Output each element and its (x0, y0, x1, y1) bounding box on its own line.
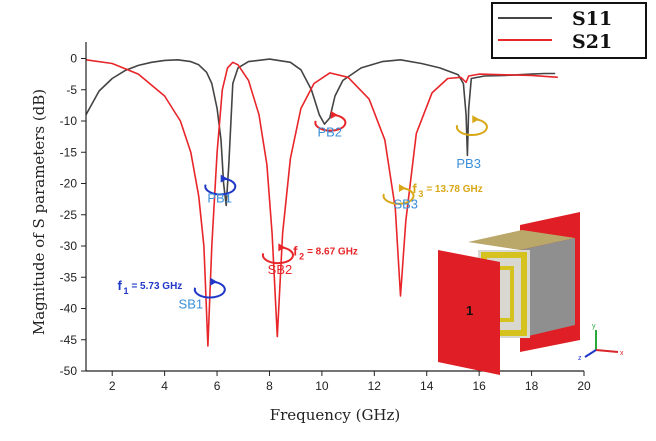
legend-label-s11: S11 (572, 8, 612, 30)
band-label-sb3: SB3 (393, 197, 418, 212)
loop-arrow-icon (314, 110, 347, 132)
y-tick-label: -45 (60, 333, 78, 347)
legend-box (491, 2, 647, 59)
series-layer (85, 58, 558, 347)
x-tick-label: 6 (214, 379, 221, 393)
x-tick-label: 16 (472, 379, 486, 393)
x-tick-label: 10 (315, 379, 329, 393)
band-label-sb1: SB1 (179, 297, 204, 312)
x-tick-label: 8 (266, 379, 273, 393)
y-tick-label: -35 (60, 270, 78, 284)
x-tick-label: 4 (161, 379, 168, 393)
svg-text:f: f (117, 278, 122, 293)
band-label-pb1: PB1 (207, 190, 232, 205)
axis-z-letter: z (578, 355, 582, 362)
frequency-label-f1: f 1 = 5.73 GHz (117, 278, 182, 296)
series-line-s21 (85, 59, 558, 347)
legend: S11 S21 (491, 2, 647, 59)
y-tick-label: -20 (60, 177, 78, 191)
y-tick-label: -50 (60, 364, 78, 378)
svg-text:2: 2 (299, 251, 304, 261)
coordinate-triad-icon: y x z (578, 323, 624, 362)
loop-arrow-icon (455, 115, 488, 137)
x-tick-label: 2 (109, 379, 116, 393)
y-tick-label: 0 (70, 52, 77, 66)
svg-text:= 5.73 GHz: = 5.73 GHz (131, 281, 182, 292)
annotation-markers (193, 110, 488, 299)
svg-text:f: f (293, 243, 298, 258)
axis-y-letter: y (592, 323, 596, 330)
svg-text:1: 1 (123, 286, 128, 296)
svg-text:= 13.78 GHz: = 13.78 GHz (426, 184, 482, 195)
port-label: 1 (466, 303, 473, 318)
x-tick-label: 20 (577, 379, 591, 393)
structure-side (520, 238, 575, 338)
axes (85, 42, 584, 372)
y-tick-label: -10 (60, 114, 78, 128)
y-tick-label: -5 (66, 83, 77, 97)
axis-x-letter: x (620, 350, 624, 357)
loop-arrow-icon (193, 277, 226, 299)
y-tick-label: -25 (60, 208, 78, 222)
ticks: 2 4 6 8 10 12 14 16 18 200-5-10-15-20-25-30-35-40… (60, 52, 591, 394)
svg-text:= 8.67 GHz: = 8.67 GHz (307, 246, 358, 257)
loop-arrow-icon (261, 243, 294, 265)
loop-arrow-icon (204, 174, 237, 196)
y-axis-title: Magnitude of S parameters (dB) (30, 89, 48, 335)
y-tick-label: -40 (60, 302, 78, 316)
band-label-pb2: PB2 (317, 125, 342, 140)
front-port-plate (438, 250, 500, 375)
svg-text:3: 3 (418, 189, 423, 199)
legend-label-s21: S21 (572, 31, 612, 53)
series-line-s11 (85, 58, 556, 207)
structure-top (468, 230, 575, 250)
x-tick-label: 12 (368, 379, 382, 393)
structure-inset: 1 y x z (438, 212, 624, 375)
band-label-pb3: PB3 (456, 156, 481, 171)
loop-arrow-icon (382, 184, 415, 205)
svg-text:f: f (412, 181, 417, 196)
x-tick-label: 14 (420, 379, 434, 393)
y-tick-label: -30 (60, 239, 78, 253)
frequency-label-f3: f 3 = 13.78 GHz (412, 181, 482, 199)
y-tick-label: -15 (60, 145, 78, 159)
x-axis-title: Frequency (GHz) (270, 406, 401, 424)
band-label-sb2: SB2 (268, 262, 293, 277)
frequency-label-f2: f 2 = 8.67 GHz (293, 243, 358, 261)
x-tick-label: 18 (525, 379, 539, 393)
